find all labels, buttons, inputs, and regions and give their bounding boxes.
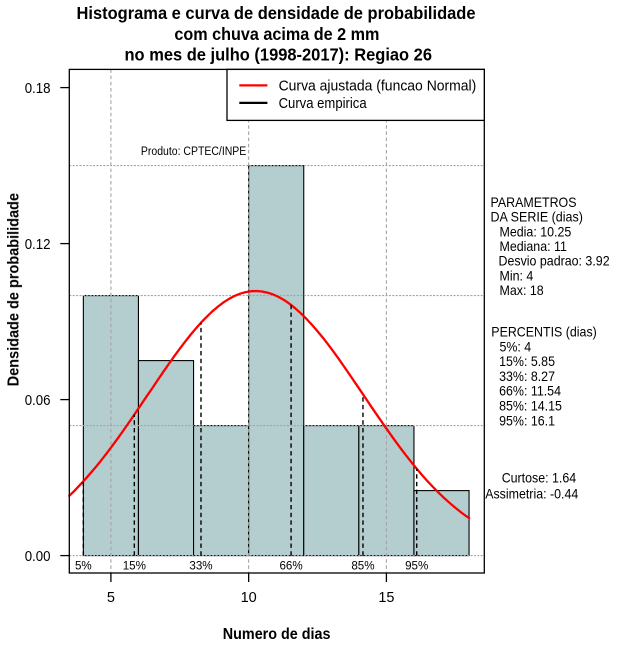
svg-text:5%: 4: 5%: 4	[500, 339, 532, 354]
svg-text:66%: 11.54: 66%: 11.54	[499, 384, 561, 399]
svg-text:Numero de dias: Numero de dias	[223, 626, 331, 643]
svg-text:33%: 33%	[189, 559, 212, 572]
svg-text:Assimetria: -0.44: Assimetria: -0.44	[485, 486, 578, 501]
svg-text:33%: 8.27: 33%: 8.27	[499, 369, 555, 384]
svg-text:Histograma e curva de densidad: Histograma e curva de densidade de proba…	[77, 3, 476, 23]
svg-text:Produto: CPTEC/INPE: Produto: CPTEC/INPE	[141, 144, 246, 158]
svg-text:PARAMETROS: PARAMETROS	[491, 195, 577, 210]
svg-text:Curva ajustada (funcao Normal): Curva ajustada (funcao Normal)	[279, 78, 477, 94]
svg-text:10: 10	[241, 590, 257, 606]
svg-text:5: 5	[107, 590, 115, 606]
svg-text:no mes de julho (1998-2017): R: no mes de julho (1998-2017): Regiao 26	[125, 45, 433, 65]
svg-text:15%: 15%	[123, 559, 146, 572]
svg-text:Min: 4: Min: 4	[500, 268, 534, 283]
svg-text:15: 15	[378, 590, 394, 606]
svg-text:95%: 95%	[405, 559, 428, 572]
svg-text:Densidade de probabilidade: Densidade de probabilidade	[6, 193, 23, 386]
svg-text:5%: 5%	[75, 559, 92, 572]
svg-text:0.12: 0.12	[25, 237, 51, 253]
svg-text:Curva empirica: Curva empirica	[279, 96, 368, 112]
svg-text:Max: 18: Max: 18	[500, 283, 544, 298]
svg-text:66%: 66%	[279, 559, 302, 572]
svg-text:85%: 14.15: 85%: 14.15	[499, 399, 562, 414]
svg-text:com chuva acima de 2 mm: com chuva acima de 2 mm	[174, 24, 379, 44]
svg-text:15%: 5.85: 15%: 5.85	[499, 354, 555, 369]
svg-text:95%: 16.1: 95%: 16.1	[499, 413, 555, 428]
svg-text:0.06: 0.06	[25, 393, 51, 409]
svg-text:PERCENTIS (dias): PERCENTIS (dias)	[491, 325, 597, 340]
svg-text:DA SERIE (dias): DA SERIE (dias)	[491, 210, 583, 225]
svg-text:85%: 85%	[351, 559, 374, 572]
svg-text:Mediana: 11: Mediana: 11	[500, 239, 567, 254]
svg-text:0.00: 0.00	[25, 549, 51, 565]
svg-text:Media: 10.25: Media: 10.25	[500, 224, 572, 239]
svg-text:Curtose: 1.64: Curtose: 1.64	[502, 470, 577, 485]
svg-text:Desvio padrao: 3.92: Desvio padrao: 3.92	[499, 254, 610, 269]
svg-text:0.18: 0.18	[25, 81, 51, 97]
